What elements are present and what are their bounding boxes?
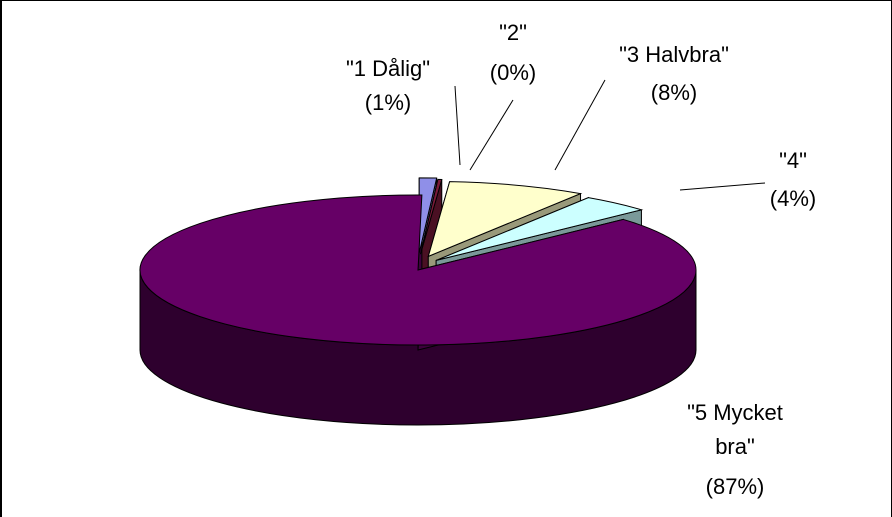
leader-line-0 — [454, 85, 461, 166]
pie-slice-3 — [435, 197, 644, 261]
slice-label-4-1: bra" — [715, 434, 755, 459]
pie-slice-1 — [419, 178, 443, 255]
pie-slice-0 — [418, 177, 438, 254]
slice-label-3-1: (4%) — [770, 186, 816, 211]
slice-label-0-0: "1 Dålig" — [346, 56, 430, 81]
slice-label-1-1: (0%) — [490, 60, 536, 85]
leader-line-2 — [554, 79, 606, 171]
slice-label-4-2: (87%) — [706, 474, 765, 499]
slice-label-2-0: "3 Halvbra" — [619, 42, 729, 67]
pie-slice-4 — [139, 194, 697, 346]
leader-line-1 — [469, 99, 514, 171]
slice-label-0-1: (1%) — [365, 90, 411, 115]
slice-label-2-1: (8%) — [651, 80, 697, 105]
slice-label-3-0: "4" — [779, 148, 807, 173]
leader-line-3 — [679, 182, 766, 191]
slice-label-1-0: "2" — [499, 20, 527, 45]
pie-slice-2 — [427, 181, 583, 258]
slice-label-4-0: "5 Mycket — [687, 400, 783, 425]
